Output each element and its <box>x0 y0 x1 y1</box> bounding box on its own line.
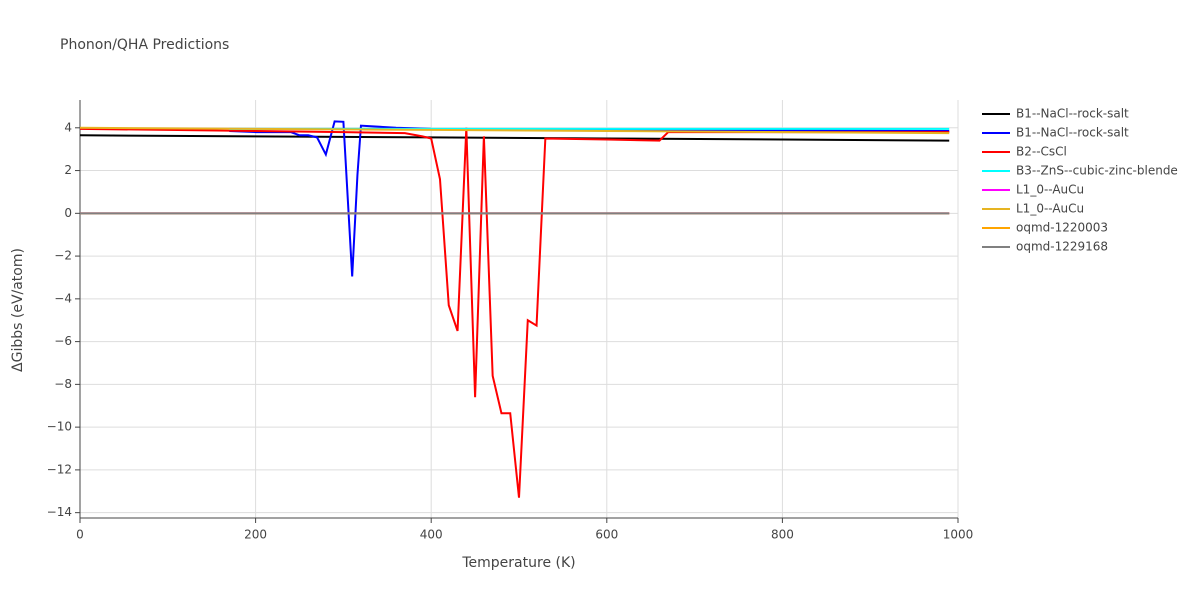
legend-label: L1_0--AuCu <box>1016 183 1084 197</box>
y-tick-label: −6 <box>54 334 72 348</box>
y-tick-label: 2 <box>64 163 72 177</box>
line <box>79 126 950 135</box>
legend-label: B2--CsCl <box>1016 145 1067 159</box>
y-axis-label: ΔGibbs (eV/atom) <box>10 248 26 372</box>
y-tick-label: −12 <box>47 462 72 476</box>
x-tick-label: 0 <box>76 528 84 542</box>
line <box>79 127 950 498</box>
line <box>79 134 950 142</box>
legend-label: B1--NaCl--rock-salt <box>1016 126 1129 140</box>
y-tick-label: 4 <box>64 120 72 134</box>
x-tick-label: 800 <box>771 528 794 542</box>
y-tick-label: 0 <box>64 206 72 220</box>
x-tick-label: 1000 <box>943 528 974 542</box>
x-tick-label: 200 <box>244 528 267 542</box>
y-tick-label: −2 <box>54 249 72 263</box>
y-tick-label: −8 <box>54 377 72 391</box>
y-tick-label: −10 <box>47 420 72 434</box>
y-tick-label: −14 <box>47 505 72 519</box>
legend-label: B3--ZnS--cubic-zinc-blende <box>1016 164 1178 178</box>
chart-title: Phonon/QHA Predictions <box>60 37 229 53</box>
legend-label: B1--NaCl--rock-salt <box>1016 107 1129 121</box>
y-tick-label: −4 <box>54 291 72 305</box>
x-tick-label: 400 <box>420 528 443 542</box>
legend-label: oqmd-1220003 <box>1016 221 1108 235</box>
x-tick-label: 600 <box>595 528 618 542</box>
line <box>229 120 950 277</box>
legend-label: oqmd-1229168 <box>1016 240 1108 254</box>
legend-label: L1_0--AuCu <box>1016 202 1084 216</box>
x-axis-label: Temperature (K) <box>461 555 575 571</box>
